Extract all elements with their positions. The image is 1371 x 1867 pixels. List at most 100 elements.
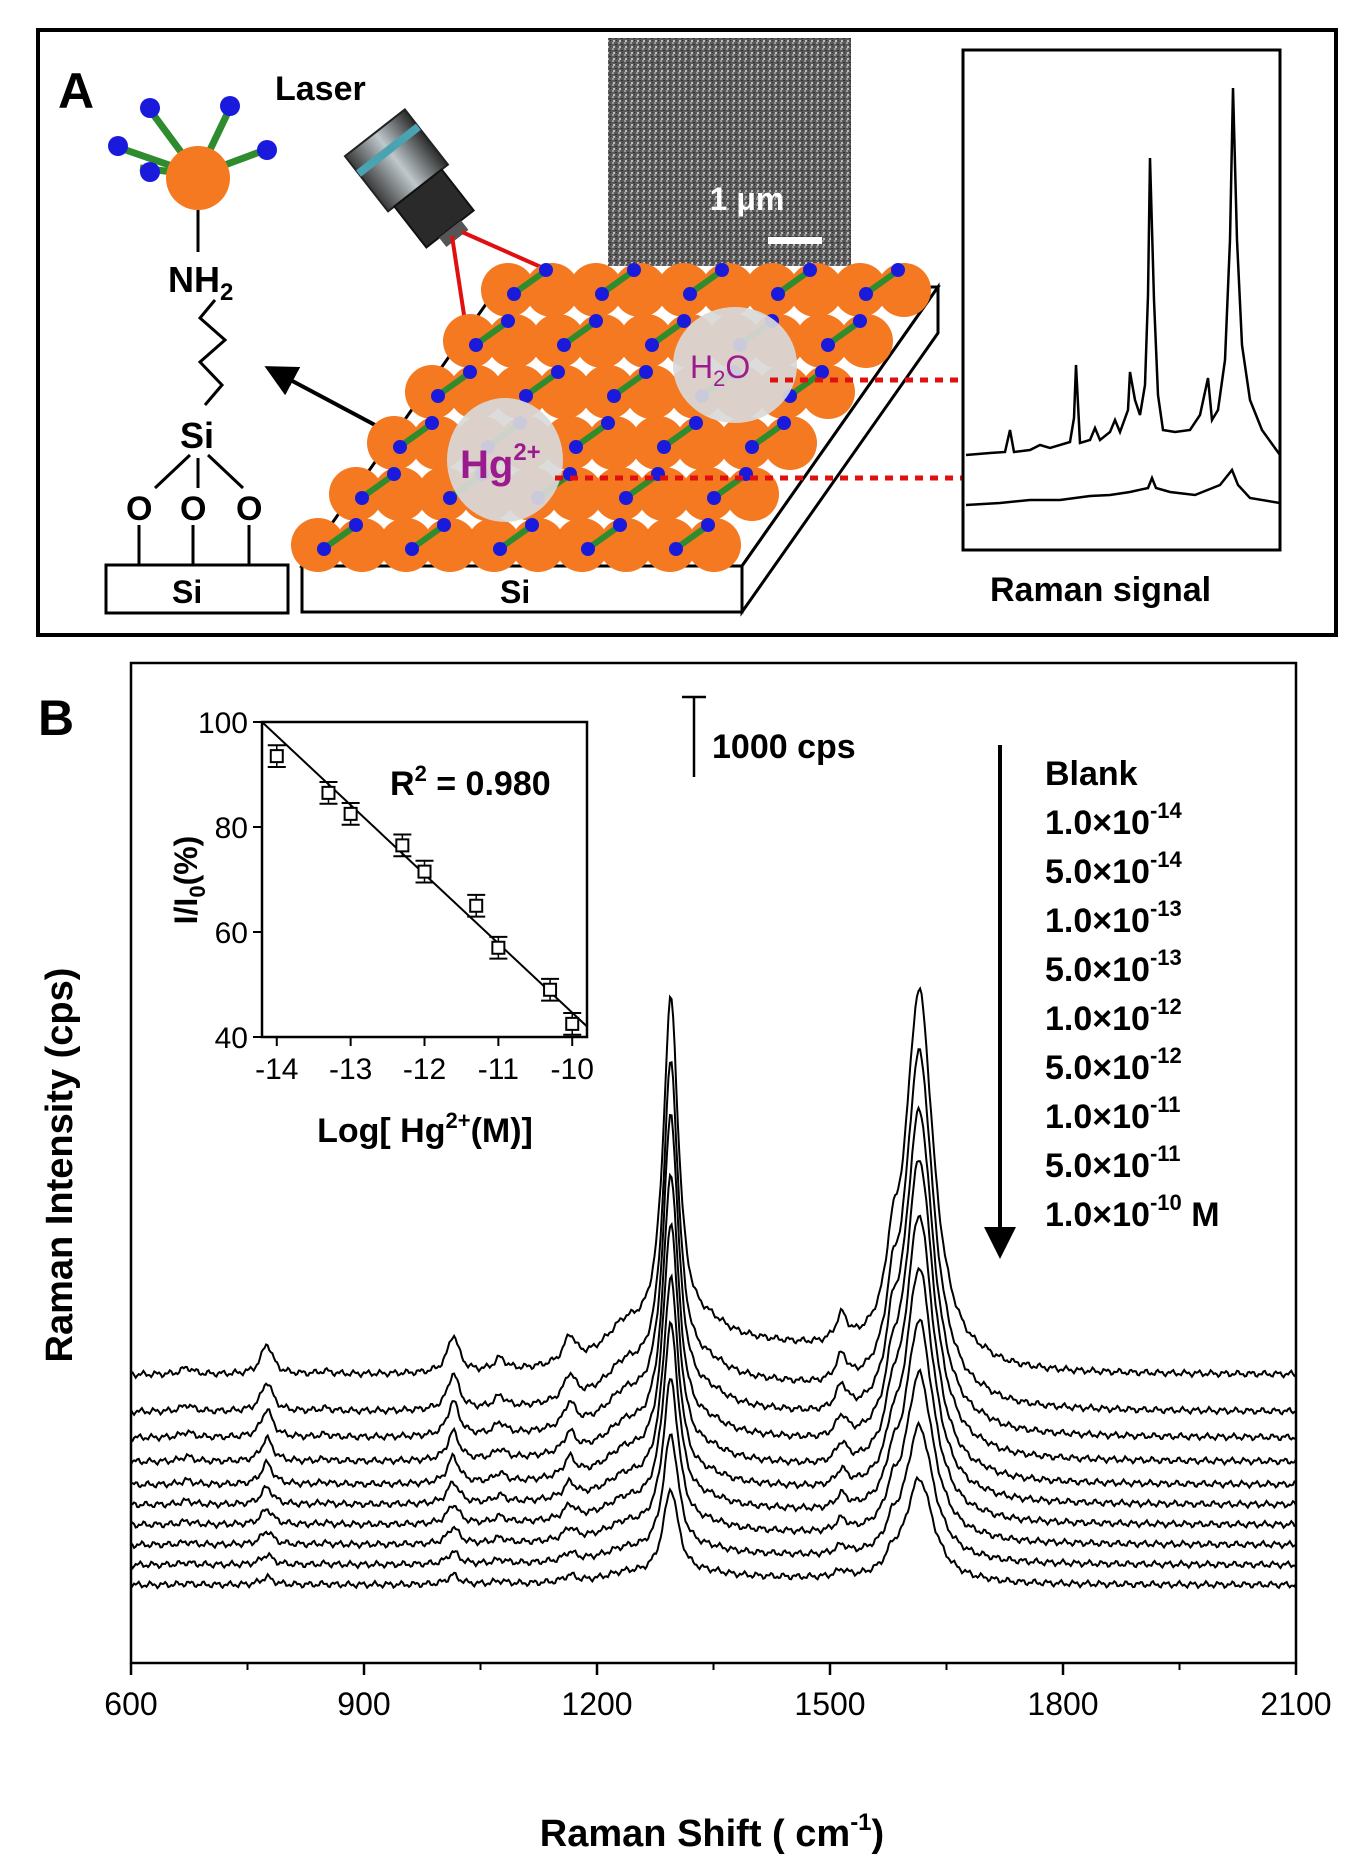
oxygen-label: O (126, 490, 152, 528)
silane-si-label: Si (180, 415, 214, 456)
ligand-end (519, 389, 533, 403)
nanoparticle (631, 416, 685, 470)
ligand-end (677, 314, 691, 328)
ligand-end (425, 416, 439, 430)
spectrum-line (130, 1318, 1297, 1530)
ligand-end (613, 518, 627, 532)
ligand-bond (576, 422, 608, 448)
ligand-end (745, 440, 759, 454)
ligand-end (525, 518, 539, 532)
hg-label: Hg2+ (460, 439, 541, 487)
inset-x-tick-label: -12 (403, 1053, 446, 1086)
inset-y-tick-label: 100 (198, 707, 248, 740)
main-x-axis: 600 900 1200 1500 1800 2100 (104, 1663, 1332, 1722)
ligand-bond (412, 524, 444, 550)
ligand-bond (324, 524, 356, 550)
ligand-end (707, 491, 721, 505)
inset-y-tick-label: 60 (215, 917, 248, 950)
spectrum-line (130, 986, 1297, 1380)
ligand-end (469, 338, 483, 352)
ligand-end (257, 140, 277, 160)
x-tick-label: 2100 (1260, 1686, 1331, 1722)
ligand-bond (588, 524, 620, 550)
ligand-end (595, 287, 609, 301)
ligand-end (771, 287, 785, 301)
ligand-end (551, 365, 565, 379)
inset-x-tick-label: -14 (255, 1053, 298, 1086)
nanoparticle (555, 518, 609, 572)
ligand-bond (866, 269, 898, 295)
ligand-bond (476, 320, 508, 346)
ligand-bond (400, 422, 432, 448)
concentration-label: 1.0×10-12 (1045, 994, 1182, 1038)
ligand-end (443, 491, 457, 505)
laser-label: Laser (275, 70, 366, 108)
panel-b-letter: B (38, 690, 74, 746)
ligand-bond (564, 320, 596, 346)
concentration-label: Blank (1045, 755, 1138, 793)
nanoparticle (643, 518, 697, 572)
ligand-end (683, 287, 697, 301)
spectrum-line (130, 1266, 1297, 1510)
ligand-end (589, 314, 603, 328)
zoom-arrow (264, 366, 376, 427)
nanoparticle (833, 263, 887, 317)
nanoparticle (367, 416, 421, 470)
ligand-end (437, 518, 451, 532)
h2o-droplet (673, 307, 797, 423)
nanoparticle (569, 263, 623, 317)
x-tick-label: 1200 (561, 1686, 632, 1722)
ligand-end (619, 491, 633, 505)
ligand-end (140, 162, 160, 182)
ligand-bond (602, 269, 634, 295)
ligand-bond (752, 422, 784, 448)
ligand-bond (652, 320, 684, 346)
ligand-bond (438, 371, 470, 397)
calibration-inset: -14 -13 -12 -11 -10 40 60 80 100 R2 = 0.980 Log[… (168, 707, 594, 1150)
ligand-end (803, 263, 817, 277)
nanoparticle (581, 365, 635, 419)
ligand-end (821, 338, 835, 352)
data-point (543, 982, 558, 997)
spectra-series-group (130, 986, 1297, 1590)
ligand-bond (690, 269, 722, 295)
concentration-label: 5.0×10-14 (1045, 847, 1183, 891)
oxygen-label: O (180, 490, 206, 528)
ligand-bond (526, 371, 558, 397)
inset-x-tick-label: -10 (551, 1053, 594, 1086)
ligand-end (891, 263, 905, 277)
ligand-end (859, 287, 873, 301)
main-y-axis-label: Raman Intensity (cps) (39, 968, 81, 1363)
concentration-label: 1.0×10-14 (1045, 798, 1183, 842)
concentration-label: 1.0×10-10 M (1045, 1190, 1220, 1234)
ligand-end (108, 136, 128, 156)
nanoparticle (745, 263, 799, 317)
substrate-large-label: Si (500, 574, 530, 610)
amine-label: NH2 (168, 259, 233, 306)
scale-bar-label: 1000 cps (712, 728, 856, 766)
substrate-small-label: Si (172, 574, 202, 610)
ligand-bond (790, 371, 822, 397)
inset-plot: -14 -13 -12 -11 -10 40 60 80 100 (198, 707, 594, 1086)
nanoparticle (329, 467, 383, 521)
ligand-end (581, 542, 595, 556)
data-point (343, 806, 358, 821)
oxygen-label: O (236, 490, 262, 528)
x-tick-label: 900 (337, 1686, 390, 1722)
nanoparticle (719, 416, 773, 470)
hg-droplet (447, 398, 563, 522)
spectrum-line (130, 1160, 1297, 1467)
ligand-end (317, 542, 331, 556)
concentration-label: 1.0×10-11 (1045, 1092, 1181, 1136)
ligand-end (355, 491, 369, 505)
inset-annotation: R2 = 0.980 (390, 761, 551, 803)
concentration-label: 5.0×10-12 (1045, 1043, 1182, 1087)
ligand-end (627, 263, 641, 277)
concentration-label: 5.0×10-13 (1045, 945, 1182, 989)
raman-trace-low (965, 467, 1281, 507)
ligand-end (777, 416, 791, 430)
gold-nanoparticle (166, 146, 230, 210)
ligand-end (689, 416, 703, 430)
sem-scale-bar (768, 237, 822, 244)
inset-x-tick-label: -11 (478, 1053, 519, 1086)
